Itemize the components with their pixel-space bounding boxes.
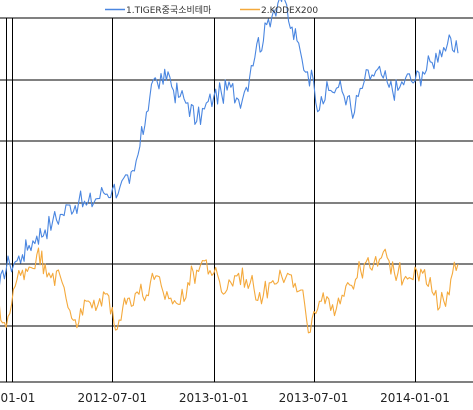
legend-entry-label: 2.KODEX200 <box>261 6 318 16</box>
legend: 1.TIGER중국소비테마 2.KODEX200 <box>105 5 318 16</box>
series-line-1 <box>0 0 459 286</box>
x-tick-label: 2013-07-01 <box>279 391 349 405</box>
x-tick-label: 2013-01-01 <box>179 391 249 405</box>
axes <box>2 17 7 383</box>
legend-entry-label: 1.TIGER중국소비테마 <box>126 5 212 16</box>
x-tick-label: 2014-01-01 <box>380 391 450 405</box>
grid <box>0 17 473 383</box>
x-axis-tick-labels: 2-01-01 2012-07-01 2013-01-01 2013-07-01 201… <box>0 391 450 405</box>
x-tick-label: 2012-07-01 <box>77 391 147 405</box>
series-layer <box>0 0 459 334</box>
series-line-2 <box>0 247 459 334</box>
x-tick-label: 2-01-01 <box>0 391 35 405</box>
